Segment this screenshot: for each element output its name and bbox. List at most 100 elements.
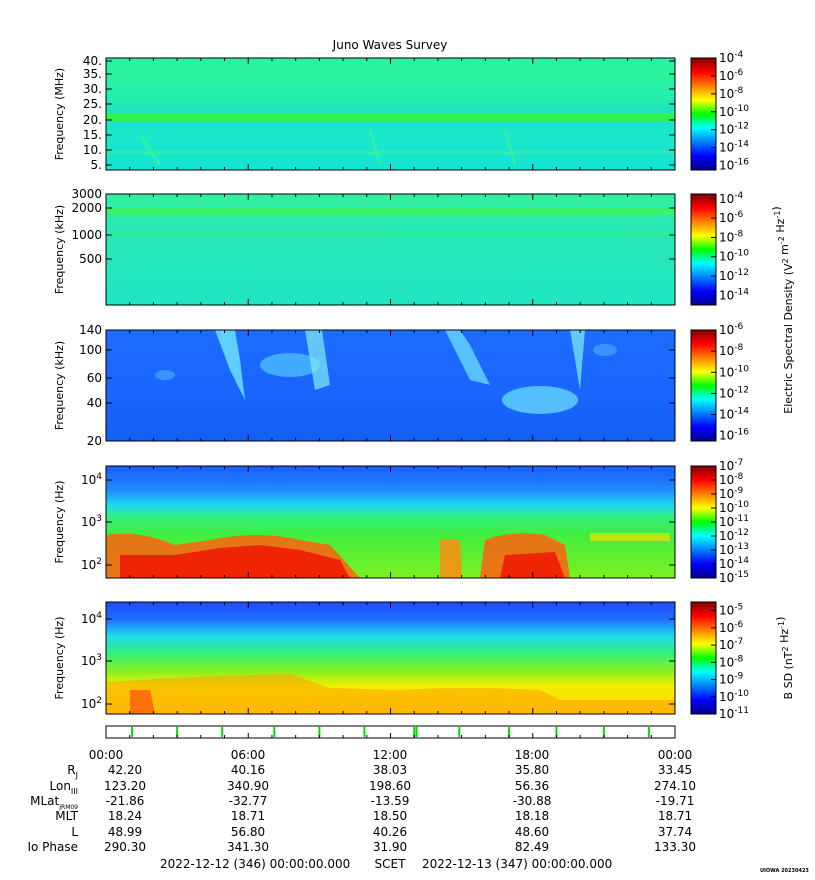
colorbar-tick-label: 10-8	[719, 86, 744, 101]
colorbar-tick-label: 10-14	[719, 287, 749, 302]
ephemeris-value: 18.50	[373, 809, 407, 823]
ephemeris-value: 33.45	[658, 763, 692, 777]
y-tick-label: 40.	[83, 54, 102, 68]
ephemeris-row-label: MLT	[55, 809, 78, 823]
y-tick-label: 20.	[83, 113, 102, 127]
ephemeris-value: 48.60	[515, 825, 549, 839]
colorbar-label-magnetic: B SD (nT2 Hz-1)	[774, 617, 795, 700]
colorbar-tick-label: 10-16	[719, 158, 749, 173]
ephemeris-value: -30.88	[513, 794, 552, 808]
ephemeris-row-label: RJ	[67, 763, 78, 780]
y-tick-label: 25.	[83, 97, 102, 111]
y-tick-label: 40	[87, 396, 102, 410]
colorbar-tick-label: 10-12	[719, 122, 749, 137]
band-1000khz	[106, 233, 675, 236]
y-tick-label: 500	[79, 252, 102, 266]
ephemeris-value: 274.10	[654, 779, 696, 793]
hot-region-1-core	[120, 545, 350, 578]
colorbar-fill	[690, 329, 717, 442]
ephemeris-value: -19.71	[656, 794, 695, 808]
faint-emission	[139, 129, 516, 166]
y-tick-label: 100	[79, 343, 102, 357]
ephemeris-value: 18.71	[658, 809, 692, 823]
colorbar-tick-label: 10-5	[719, 603, 743, 618]
colorbar-label-electric: Electric Spectral Density (V2 m-2 Hz-1)	[770, 206, 795, 413]
colorbar-fill	[690, 193, 717, 306]
y-tick-label: 5.	[91, 158, 102, 172]
hot-region-3-core	[500, 552, 565, 578]
burst-1	[215, 330, 245, 400]
colorbar-tick-label: 10-12	[719, 268, 749, 283]
panel-1-axis: 40.35.30.25. 20.15.10.5. Frequency (MHz)	[53, 54, 676, 172]
colorbar-tick-label: 10-8	[719, 229, 744, 244]
ephemeris-value: 40.26	[373, 825, 407, 839]
colorbar-fill	[690, 601, 717, 715]
colorbar-tick-label: 10-10	[719, 104, 749, 119]
ephemeris-value: 18.24	[108, 809, 142, 823]
hot-region-2	[440, 540, 462, 578]
colorbar-tick-label: 10-8	[719, 343, 744, 358]
colorbar-tick-label: 10-10	[719, 364, 749, 379]
ephemeris-value: 48.99	[108, 825, 142, 839]
ephemeris-value: 18.71	[231, 809, 265, 823]
ephemeris-value: 35.80	[515, 763, 549, 777]
colorbar-tick-label: 10-14	[719, 407, 749, 422]
y-tick-label: 15.	[83, 128, 102, 142]
ephemeris-value: 82.49	[515, 840, 549, 854]
ephemeris-value: 133.30	[654, 840, 696, 854]
patch-1	[155, 370, 175, 380]
panel-4-hz	[106, 466, 675, 578]
y-tick-label: 3000	[71, 187, 102, 201]
colorbar-tick-label: 10-7	[719, 637, 743, 652]
panel-4-axis: 104 103 102 Frequency (Hz)	[53, 465, 676, 579]
y-tick-label: 104	[81, 611, 102, 626]
y-tick-label: 1000	[71, 228, 102, 242]
y-tick-label: 60	[87, 371, 102, 385]
burst-6	[570, 330, 585, 390]
colorbar-tick-label: 10-9	[719, 672, 744, 687]
ephemeris-value: -21.86	[106, 794, 145, 808]
axes-layer: 40.35.30.25. 20.15.10.5. Frequency (MHz) 30…	[53, 54, 676, 715]
figure-title: Juno Waves Survey	[332, 38, 448, 52]
colorbar-3: 10-6 10-8 10-10 10-12 10-14 10-16	[690, 322, 749, 443]
panel-3-axis: 140 100 60 40 20 Frequency (kHz)	[53, 323, 676, 448]
y-tick-label: 2000	[71, 201, 102, 215]
ephemeris-value: 290.30	[104, 840, 146, 854]
ephemeris-value: 31.90	[373, 840, 407, 854]
event-markers	[105, 727, 676, 738]
colorbar-2: 10-4 10-6 10-8 10-10 10-12 10-14	[690, 191, 749, 306]
ephemeris-row-label: LonIII	[50, 779, 79, 796]
ephemeris-value: 340.90	[227, 779, 269, 793]
credit-stamp: UIOWA 20230423	[760, 868, 809, 874]
y-tick-label: 103	[81, 653, 102, 668]
colorbar-tick-label: 10-12	[719, 385, 749, 400]
colorbar-tick-label: 10-10	[719, 249, 749, 264]
ephemeris-value: 40.16	[231, 763, 265, 777]
colorbar-4: 10-710-810-910-1010-1110-1210-1310-1410-…	[690, 458, 749, 585]
ephemeris-value: 56.36	[515, 779, 549, 793]
ephemeris-value: 37.74	[658, 825, 692, 839]
band-10mhz	[106, 151, 675, 154]
x-tick-label: 06:00	[231, 748, 266, 762]
ephemeris-value: -32.77	[229, 794, 268, 808]
y-tick-label: 20	[87, 434, 102, 448]
spike-1	[130, 690, 155, 714]
x-tick-label: 18:00	[515, 748, 550, 762]
band-20mhz	[106, 113, 675, 121]
panel-2-khz	[106, 194, 675, 305]
colorbar-tick-label: 10-7	[719, 458, 743, 473]
colorbar-tick-label: 10-15	[719, 570, 749, 585]
burst-2	[260, 353, 320, 377]
ephemeris-value: 42.20	[108, 763, 142, 777]
colorbar-5: 10-5 10-6 10-7 10-8 10-9 10-10 10-11	[690, 601, 749, 721]
ephemeris-value: -13.59	[371, 794, 410, 808]
y-axis-label: Frequency (Hz)	[53, 481, 66, 564]
colorbar-fill	[690, 57, 717, 171]
colorbar-1: 10-4 10-6 10-8 10-10 10-12 10-14 10-16	[690, 50, 749, 173]
panel-1-mhz	[106, 58, 675, 170]
band-600hz	[590, 533, 670, 541]
colorbar-tick-label: 10-12	[719, 528, 749, 543]
y-tick-label: 102	[81, 696, 102, 711]
y-tick-label: 35.	[83, 67, 102, 81]
